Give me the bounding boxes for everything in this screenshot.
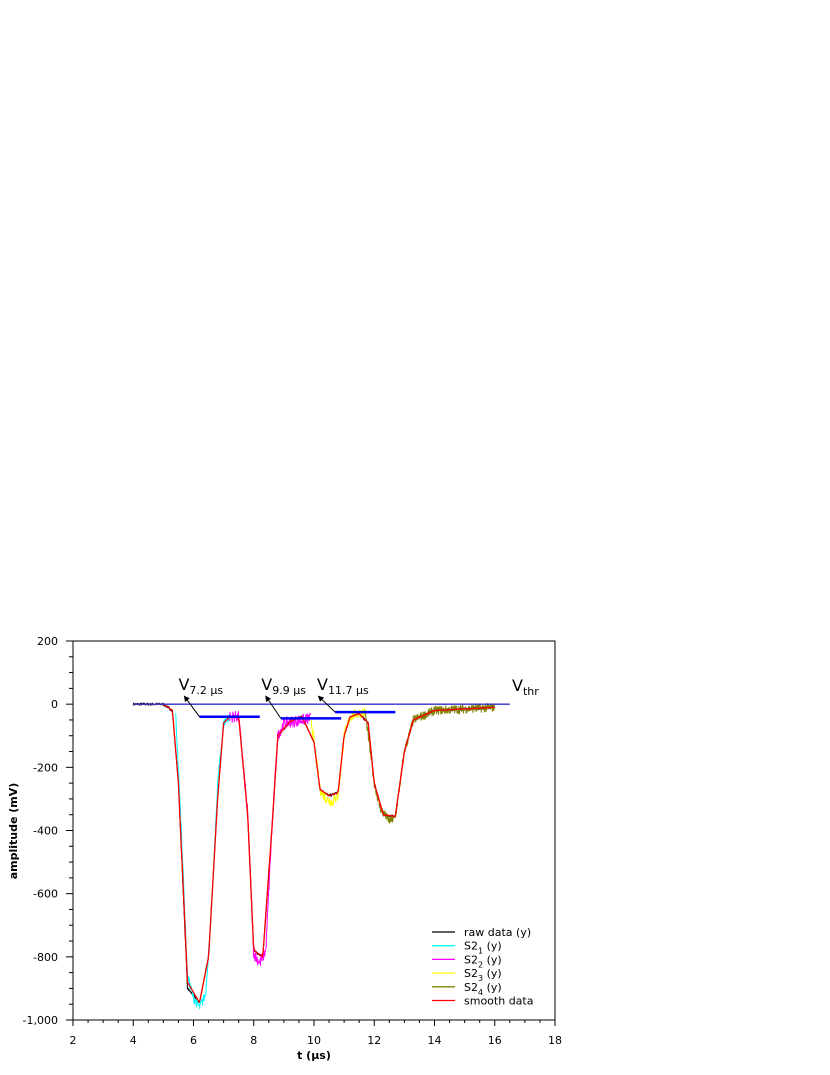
x-tick-label: 14 — [428, 1034, 442, 1047]
legend-label: smooth data — [464, 995, 533, 1008]
y-tick-label: -1,000 — [23, 1014, 58, 1027]
y-tick-label: 200 — [37, 635, 58, 648]
y-tick-label: 0 — [51, 698, 58, 711]
y-tick-label: -600 — [33, 888, 58, 901]
level-label-0: V7.2 µs — [178, 675, 223, 697]
x-tick-label: 8 — [250, 1034, 257, 1047]
legend-label: raw data (y) — [464, 926, 531, 939]
legend-label: S23 (y) — [464, 967, 502, 983]
level-arrow-1 — [265, 695, 282, 719]
series-line-4 — [364, 702, 496, 824]
threshold-label: Vthr — [512, 676, 539, 698]
x-axis-title: t (µs) — [297, 1049, 331, 1062]
x-tick-label: 18 — [548, 1034, 562, 1047]
x-axis: 2 4 6 8 10 12 14 16 18 — [70, 1020, 562, 1047]
legend: raw data (y)S21 (y)S22 (y)S23 (y)S24 (y)… — [432, 926, 533, 1008]
x-tick-label: 16 — [488, 1034, 502, 1047]
x-tick-label: 4 — [130, 1034, 137, 1047]
legend-label: S22 (y) — [464, 953, 502, 969]
level-label-2: V11.7 µs — [317, 675, 369, 697]
y-axis: 200 0 -200 -400 -600 -800 -1,000 — [23, 635, 73, 1027]
y-tick-label: -200 — [33, 761, 58, 774]
series-line-0 — [132, 702, 496, 1003]
x-tick-label: 12 — [367, 1034, 381, 1047]
level-arrow-0 — [183, 695, 200, 718]
level-label-1: V9.9 µs — [261, 675, 306, 697]
x-tick-label: 2 — [70, 1034, 77, 1047]
legend-label: S24 (y) — [464, 981, 502, 997]
plot-area — [132, 702, 496, 1010]
series-line-5 — [133, 703, 495, 1003]
level-arrow-2 — [317, 695, 336, 713]
x-tick-label: 10 — [307, 1034, 321, 1047]
annotations: Vthr V7.2 µs V9.9 µs V11.7 µs — [133, 675, 539, 720]
legend-label: S21 (y) — [464, 940, 502, 956]
y-tick-label: -400 — [33, 825, 58, 838]
y-tick-label: -800 — [33, 951, 58, 964]
y-axis-title: amplitude (mV) — [7, 783, 20, 880]
x-tick-label: 6 — [190, 1034, 197, 1047]
